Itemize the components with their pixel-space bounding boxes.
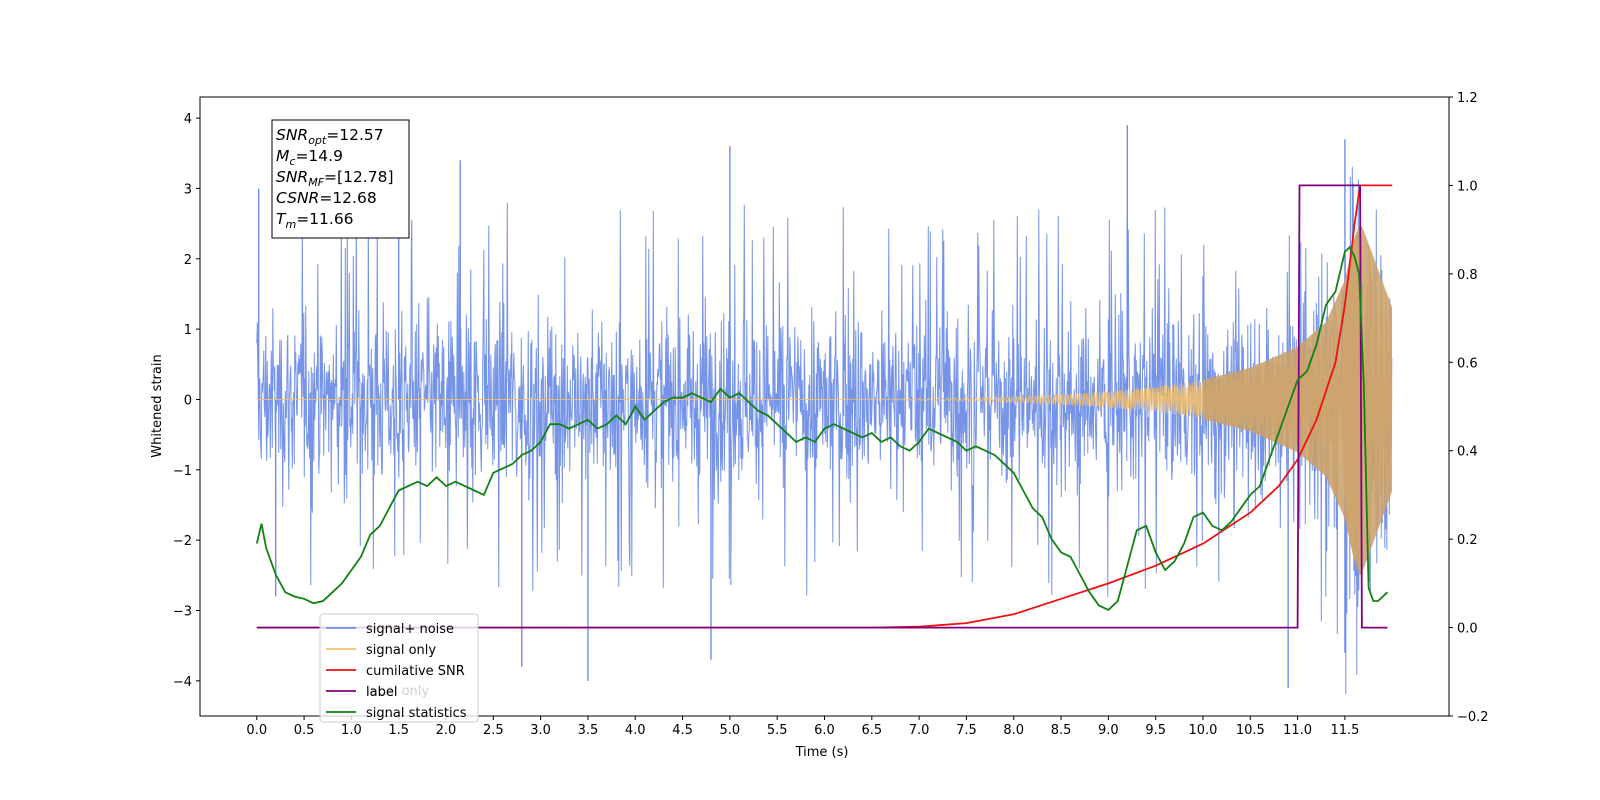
annotation-line: Mc=14.9 — [276, 147, 343, 168]
legend-label: cumilative SNR — [366, 664, 465, 679]
y-left-tick-label: −3 — [173, 604, 192, 619]
y-right-tick-label: 0.0 — [1457, 622, 1478, 637]
x-tick-label: 10.0 — [1189, 723, 1218, 738]
x-axis-label: Time (s) — [795, 745, 849, 760]
x-tick-label: 9.5 — [1145, 723, 1166, 738]
x-tick-label: 2.5 — [483, 723, 504, 738]
annotation-subscript: opt — [308, 134, 327, 147]
x-tick-label: 11.5 — [1330, 723, 1359, 738]
signal-only-trace — [256, 238, 1393, 561]
y-right-tick-label: 0.2 — [1457, 533, 1478, 548]
annotation-line: CSNR=12.68 — [276, 189, 377, 207]
y-right-tick-label: −0.2 — [1457, 710, 1489, 725]
x-tick-label: 9.0 — [1098, 723, 1119, 738]
x-tick-label: 3.0 — [530, 723, 551, 738]
annotation-line: SNRopt=12.57 — [276, 126, 384, 147]
annotation-value: =[12.78] — [324, 168, 393, 186]
y-left-tick-label: −2 — [173, 534, 192, 549]
cumulative-snr-line — [256, 184, 1393, 629]
annotation-line: SNRMF=[12.78] — [276, 168, 394, 189]
y-right-tick-label: 1.0 — [1457, 179, 1478, 194]
annotation-symbol: CSNR — [276, 189, 319, 207]
y-right-tick-label: 0.4 — [1457, 445, 1478, 460]
y-left-tick-label: −1 — [173, 464, 192, 479]
annotation-symbol: T — [276, 210, 287, 228]
annotation-value: =14.9 — [295, 147, 343, 165]
plot-area — [199, 96, 1450, 717]
signal-noise-trace — [256, 166, 1393, 694]
annotation-symbol: M — [276, 147, 289, 165]
x-tick-label: 5.0 — [720, 723, 741, 738]
y-axis-left: 4 3 2 1 0 −1 −2 −3 −4 — [173, 112, 200, 690]
x-tick-label: 0.5 — [294, 723, 315, 738]
y-left-tick-label: 3 — [184, 182, 192, 197]
annotation-line: Tm=11.66 — [276, 210, 354, 231]
annotation-subscript: m — [285, 218, 296, 231]
legend-hidden-text: label only — [366, 684, 429, 699]
y-right-tick-label: 0.8 — [1457, 268, 1478, 283]
signal-only-envelope — [1203, 223, 1392, 576]
y-right-tick-label: 0.6 — [1457, 356, 1478, 371]
x-tick-label: 1.0 — [341, 723, 362, 738]
annotation-value: =12.57 — [326, 126, 383, 144]
y-axis-right: 1.2 1.0 0.8 0.6 0.4 0.2 0.0 −0.2 — [1449, 91, 1489, 725]
legend-label: signal statistics — [366, 706, 467, 721]
label-line — [256, 184, 1388, 629]
annotation-value: =12.68 — [319, 189, 376, 207]
y-left-tick-label: 2 — [184, 253, 192, 268]
annotation-box: SNRopt=12.57Mc=14.9SNRMF=[12.78]CSNR=12.… — [271, 119, 410, 239]
x-tick-label: 11.0 — [1283, 723, 1312, 738]
y-left-tick-label: 0 — [184, 393, 192, 408]
y-axis-label: Whitened strain — [150, 354, 165, 457]
x-tick-label: 8.0 — [1003, 723, 1024, 738]
annotation-symbol: SNR — [276, 168, 308, 186]
y-left-tick-label: 1 — [184, 323, 192, 338]
x-tick-label: 2.0 — [436, 723, 457, 738]
x-tick-label: 0.0 — [246, 723, 267, 738]
x-tick-label: 6.5 — [861, 723, 882, 738]
legend-label: signal only — [366, 643, 436, 658]
x-tick-label: 3.5 — [578, 723, 599, 738]
legend-label: signal+ noise — [366, 622, 454, 637]
x-tick-label: 8.5 — [1051, 723, 1072, 738]
legend: label only signal+ noise signal only cumil… — [319, 613, 479, 723]
legend-label: label — [366, 685, 397, 700]
x-tick-label: 7.0 — [909, 723, 930, 738]
x-tick-label: 7.5 — [956, 723, 977, 738]
signal-only-series — [256, 223, 1393, 576]
annotation-value: =11.66 — [296, 210, 353, 228]
y-left-tick-label: −4 — [173, 675, 192, 690]
x-tick-label: 4.0 — [625, 723, 646, 738]
x-tick-label: 1.5 — [388, 723, 409, 738]
annotation-subscript: MF — [308, 176, 324, 189]
x-tick-label: 6.0 — [814, 723, 835, 738]
y-right-tick-label: 1.2 — [1457, 91, 1478, 106]
x-tick-label: 5.5 — [767, 723, 788, 738]
y-left-tick-label: 4 — [184, 112, 192, 127]
line-series-layer — [255, 184, 1393, 629]
x-axis: 0.0 0.5 1.0 1.5 2.0 2.5 3.0 3.5 4.0 4.5 5.0 5.5 6.0 6… — [246, 716, 1359, 738]
x-tick-label: 10.5 — [1236, 723, 1265, 738]
x-tick-label: 4.5 — [672, 723, 693, 738]
signal-statistics-line — [255, 245, 1389, 611]
annotation-symbol: SNR — [276, 126, 308, 144]
annotation-subscript: c — [289, 155, 295, 168]
